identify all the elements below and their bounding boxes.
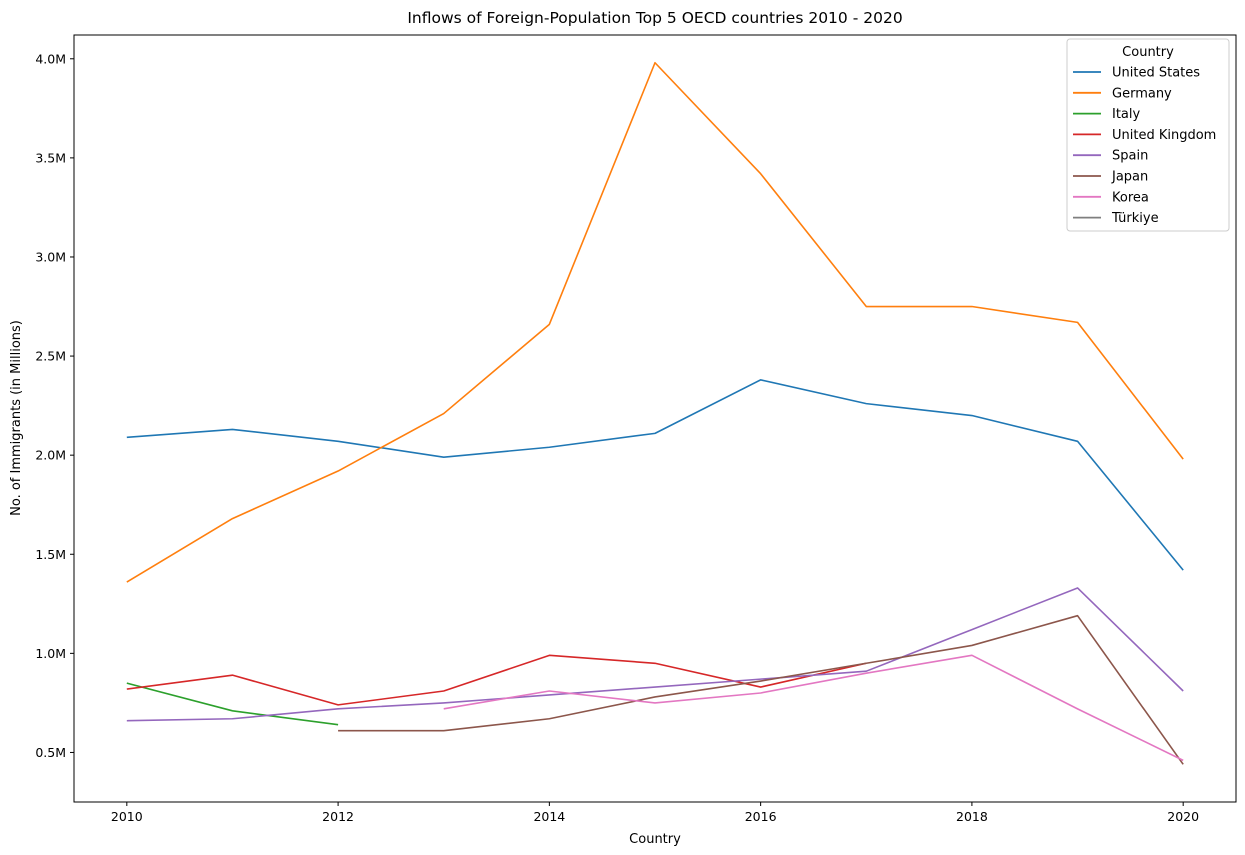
y-axis-label: No. of Immigrants (in Millions) — [9, 320, 24, 516]
y-tick-label: 3.0M — [35, 249, 66, 264]
x-axis-ticks: 2010 2012 2014 2016 2018 2020 — [111, 802, 1199, 824]
x-tick-label: 2014 — [533, 809, 565, 824]
legend-label-united-states: United States — [1112, 66, 1200, 81]
legend-label-united-kingdom: United Kingdom — [1112, 128, 1216, 143]
x-axis-label: Country — [629, 832, 681, 847]
legend-label-germany: Germany — [1112, 86, 1172, 101]
series-line-italy — [126, 682, 339, 726]
legend-title: Country — [1122, 45, 1174, 60]
legend-box — [1066, 38, 1230, 232]
chart-title: Inflows of Foreign-Population Top 5 OECD… — [407, 9, 902, 27]
series-layer — [126, 61, 1184, 765]
legend-label-japan: Japan — [1111, 170, 1148, 185]
y-tick-label: 3.5M — [35, 150, 66, 165]
y-axis-ticks: 0.5M 1.0M 1.5M 2.0M 2.5M 3.0M 3.5M 4.0M — [35, 51, 74, 760]
y-tick-label: 1.0M — [35, 646, 66, 661]
y-tick-label: 0.5M — [35, 745, 66, 760]
x-tick-label: 2018 — [956, 809, 988, 824]
series-line-korea — [443, 654, 1184, 762]
legend: Country United States Germany Italy United … — [1066, 38, 1230, 232]
legend-label-spain: Spain — [1112, 149, 1148, 164]
series-line-germany — [126, 61, 1184, 583]
series-line-united-states — [126, 379, 1184, 571]
y-tick-label: 4.0M — [35, 51, 66, 66]
legend-label-italy: Italy — [1112, 107, 1141, 122]
y-tick-label: 2.0M — [35, 448, 66, 463]
y-tick-label: 2.5M — [35, 349, 66, 364]
x-tick-label: 2020 — [1167, 809, 1199, 824]
series-line-spain — [126, 587, 1184, 722]
legend-label-t-rkiye: Türkiye — [1111, 211, 1159, 226]
plot-area-frame — [73, 34, 1237, 803]
x-tick-label: 2016 — [745, 809, 777, 824]
series-line-japan — [338, 614, 1184, 765]
x-tick-label: 2012 — [322, 809, 354, 824]
x-tick-label: 2010 — [111, 809, 143, 824]
legend-label-korea: Korea — [1112, 190, 1149, 205]
y-tick-label: 1.5M — [35, 547, 66, 562]
